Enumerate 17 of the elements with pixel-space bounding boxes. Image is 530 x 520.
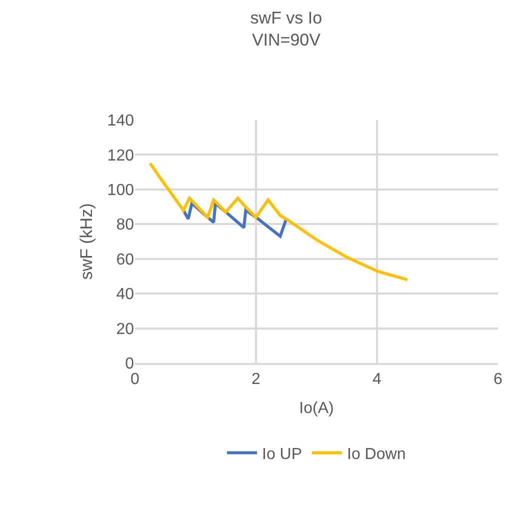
x-tick-label: 6 [494,370,503,388]
y-tick-label: 120 [107,147,134,164]
line-series [148,162,409,282]
x-axis-title: Io(A) [299,400,334,418]
chart-title: swF vs Io VIN=90V [250,8,322,50]
legend-label: Io Down [347,446,406,464]
y-axis-title: swF (kHz) [76,203,96,280]
legend-label: Io UP [262,446,302,464]
y-tick-label: 20 [116,320,134,338]
y-tick-label: 60 [116,251,134,268]
y-tick-label: 80 [116,216,134,234]
x-tick-label: 4 [372,370,382,388]
y-tick-label: 0 [125,356,134,373]
y-tick-label: 40 [116,286,134,304]
y-tick-label: 140 [107,112,134,130]
y-tick-label: 100 [107,182,134,200]
x-tick-label: 2 [252,370,261,388]
